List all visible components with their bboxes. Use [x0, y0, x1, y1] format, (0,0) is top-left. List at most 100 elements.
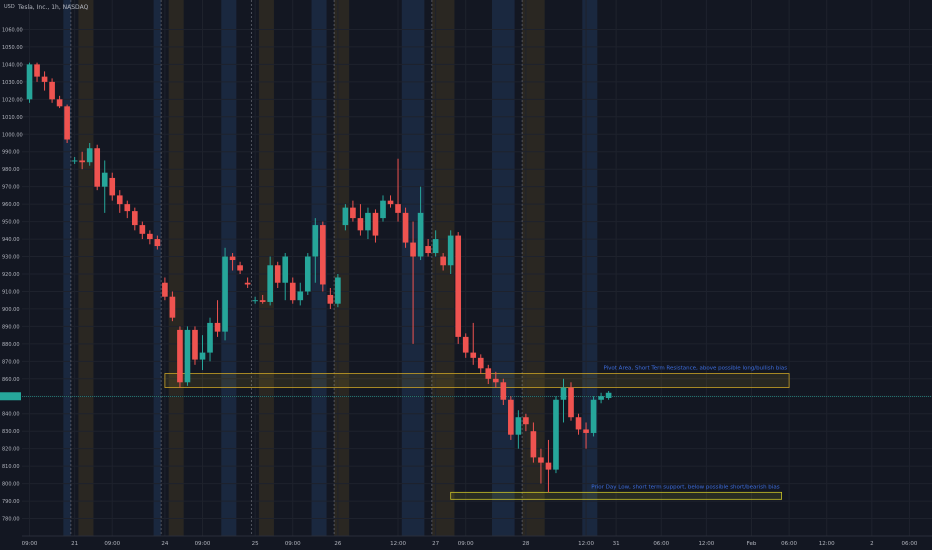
y-tick-label: 920.00 [2, 272, 20, 278]
candle-body [199, 352, 206, 360]
candle-body [109, 177, 116, 196]
candle-body [515, 417, 522, 435]
y-tick-label: 970.00 [2, 185, 20, 191]
y-tick-label: 790.00 [2, 499, 20, 505]
y-tick-label: 990.00 [2, 150, 20, 156]
x-tick-label: 31 [613, 541, 620, 547]
candle-body [320, 225, 326, 285]
candle-body [312, 225, 319, 257]
candle-body [350, 207, 356, 219]
y-tick-label: 1040.00 [2, 62, 23, 68]
session-band [582, 0, 598, 536]
x-tick-label: 2 [870, 541, 874, 547]
y-tick-label: 1010.00 [2, 115, 23, 121]
y-tick-label: 960.00 [2, 202, 20, 208]
candle-body [583, 429, 589, 433]
y-tick-label: 800.00 [2, 482, 20, 488]
x-tick-label: 26 [334, 541, 341, 547]
candle-body [26, 64, 33, 100]
candle-body [598, 396, 604, 400]
candle-body [508, 399, 514, 435]
candle-body [259, 300, 266, 302]
x-tick-label: 27 [432, 541, 439, 547]
y-tick-label: 930.00 [2, 255, 20, 261]
candle-body [560, 387, 567, 400]
y-tick-label: 860.00 [2, 377, 20, 383]
candle-body [447, 235, 454, 266]
candle-body [380, 200, 386, 219]
candle-body [169, 296, 176, 318]
candle-body [297, 291, 304, 301]
y-tick-label: 870.00 [2, 359, 20, 365]
candle-body [575, 417, 582, 430]
x-tick-label: 09:00 [458, 541, 474, 547]
candle-body [417, 212, 424, 257]
candle-body [184, 329, 191, 383]
resistance-zone-label: Pivot Area, Short Term Resistance, above… [603, 366, 787, 372]
candle-body [131, 211, 138, 226]
x-tick-label: 09:00 [285, 541, 301, 547]
resistance-zone [164, 373, 790, 388]
y-axis-panel [0, 0, 22, 550]
candle-body [49, 81, 55, 100]
candle-body [237, 265, 243, 271]
y-tick-label: 910.00 [2, 289, 20, 295]
y-tick-label: 1060.00 [2, 27, 23, 33]
y-tick-label: 940.00 [2, 237, 20, 243]
candle-body [485, 368, 492, 379]
candle-body [124, 204, 131, 212]
candle-body [342, 207, 349, 226]
support-zone [450, 491, 782, 500]
candle-body [94, 148, 101, 187]
x-tick-label: 12:00 [698, 541, 714, 547]
x-tick-label: 21 [71, 541, 78, 547]
y-tick-label: 890.00 [2, 324, 20, 330]
candle-body [79, 160, 85, 163]
candle-body [252, 300, 258, 302]
candle-body [162, 282, 168, 297]
y-tick-label: 880.00 [2, 342, 20, 348]
candle-body [101, 172, 108, 187]
session-band [153, 0, 162, 536]
candle-body [147, 233, 153, 240]
candle-body [56, 99, 63, 107]
candle-body [395, 204, 401, 213]
candle-body [530, 431, 537, 458]
current-price-tag [0, 392, 21, 401]
candle-body [492, 378, 499, 383]
candle-body [365, 212, 371, 231]
y-tick-label: 780.00 [2, 517, 20, 523]
session-band [492, 0, 515, 536]
candle-body [425, 246, 431, 254]
candle-body [154, 239, 161, 247]
x-tick-label: 09:00 [22, 541, 38, 547]
candle-body [335, 277, 341, 304]
candle-body [477, 357, 484, 369]
candle-body [470, 352, 477, 358]
candle-body [192, 329, 198, 360]
candle-body [410, 242, 416, 257]
candle-body [139, 225, 146, 234]
x-tick-label: Feb [747, 541, 757, 547]
x-axis-panel [22, 536, 932, 550]
candle-body [177, 329, 183, 383]
session-band [78, 0, 94, 536]
y-tick-label: 810.00 [2, 464, 20, 470]
x-tick-label: 06:00 [653, 541, 669, 547]
candle-body [440, 256, 446, 266]
candle-body [229, 256, 236, 261]
y-tick-label: 980.00 [2, 167, 20, 173]
candle-body [538, 457, 544, 463]
candle-body [523, 417, 529, 425]
session-band [168, 0, 184, 536]
candle-body [372, 212, 379, 236]
candle-body [327, 294, 334, 304]
candle-body [289, 282, 296, 301]
y-tick-label: 840.00 [2, 412, 20, 418]
currency-label: USD [4, 4, 15, 10]
candle-body [462, 336, 469, 353]
support-zone-label: Prior Day Low, short term support, below… [591, 484, 779, 490]
candle-body [432, 239, 439, 254]
